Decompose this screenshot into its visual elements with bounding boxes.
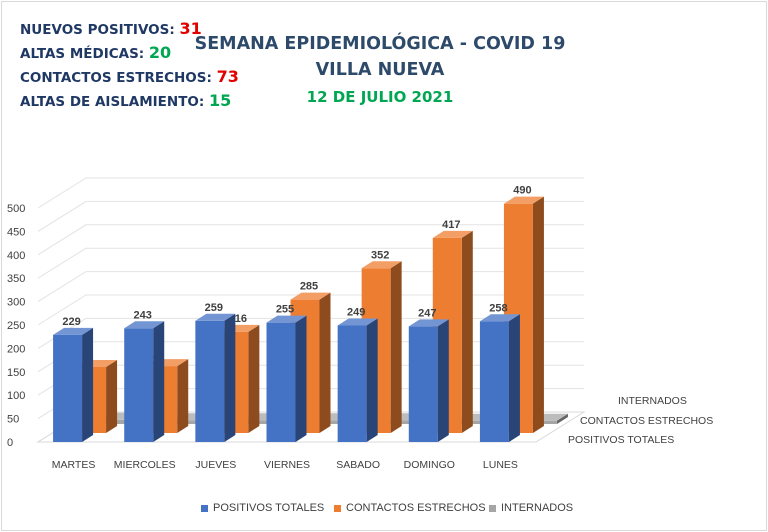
bar-positivos-totales [337, 318, 378, 442]
y-tick-label: 0 [7, 437, 13, 449]
bar-positivos-totales [195, 313, 236, 442]
bar-positivos-totales [124, 321, 165, 442]
y-tick-label: 200 [7, 343, 25, 355]
x-tick-label: DOMINGO [404, 459, 455, 471]
x-tick-label: MIERCOLES [114, 459, 176, 471]
data-label: 247 [418, 307, 436, 319]
x-tick-label: MARTES [52, 459, 96, 471]
legend-item-positivos: POSITIVOS TOTALES [201, 502, 324, 514]
bar-positivos-totales [408, 319, 449, 442]
x-tick-label: LUNES [483, 459, 518, 471]
y-tick-label: 500 [7, 203, 25, 215]
stat-altas-medicas: ALTAS MÉDICAS: 20 [20, 43, 171, 62]
legend-label: POSITIVOS TOTALES [213, 502, 325, 514]
data-label: 229 [62, 316, 80, 328]
bar-positivos-totales [479, 314, 520, 442]
stat-value: 15 [208, 91, 232, 110]
data-label: 258 [489, 302, 507, 314]
data-label: 490 [513, 185, 531, 197]
y-tick-label: 50 [7, 414, 19, 426]
data-label: 243 [134, 309, 152, 321]
legend-swatch [334, 504, 341, 512]
stat-value: 31 [179, 19, 202, 38]
x-tick-label: SABADO [336, 459, 380, 471]
chart-title-line-2: VILLA NUEVA [315, 60, 445, 80]
legend-label: INTERNADOS [501, 502, 574, 514]
stat-nuevos-positivos: NUEVOS POSITIVOS: 31 [20, 19, 202, 38]
gridline [37, 224, 584, 256]
x-tick-label: VIERNES [264, 459, 310, 471]
chart-date: 12 DE JULIO 2021 [306, 88, 454, 106]
y-tick-label: 400 [7, 250, 25, 262]
legend-swatch [201, 504, 208, 512]
y-tick-label: 150 [7, 367, 25, 379]
stat-value: 20 [148, 43, 172, 62]
stat-label: CONTACTOS ESTRECHOS: [20, 70, 212, 86]
data-label: 255 [276, 304, 294, 316]
data-label: 285 [300, 281, 318, 293]
depth-axis-label: CONTACTOS ESTRECHOS [580, 415, 713, 427]
legend-item-contactos: CONTACTOS ESTRECHOS [334, 502, 486, 514]
y-tick-label: 350 [7, 273, 25, 285]
bar-positivos-totales [266, 315, 307, 442]
legend-label: CONTACTOS ESTRECHOS [346, 502, 486, 514]
stat-altas-aislamiento: ALTAS DE AISLAMIENTO: 15 [20, 91, 231, 110]
gridline [37, 177, 584, 209]
data-label: 249 [347, 306, 365, 318]
stat-contactos-estrechos: CONTACTOS ESTRECHOS: 73 [20, 67, 239, 86]
y-tick-label: 300 [7, 297, 25, 309]
data-label: 352 [371, 249, 389, 261]
data-label: 417 [442, 219, 460, 231]
stat-label: ALTAS MÉDICAS: [20, 46, 145, 62]
depth-axis-label: POSITIVOS TOTALES [568, 434, 674, 446]
gridline [37, 247, 584, 279]
gridline [37, 271, 584, 303]
gridline [37, 200, 584, 232]
stat-label: NUEVOS POSITIVOS: [20, 22, 175, 38]
y-tick-label: 450 [7, 226, 25, 238]
depth-axis-label: INTERNADOS [618, 395, 687, 407]
x-tick-label: JUEVES [195, 459, 236, 471]
chart-title-line-1: SEMANA EPIDEMIOLÓGICA - COVID 19 [194, 34, 566, 54]
stat-label: ALTAS DE AISLAMIENTO: [20, 94, 205, 110]
gridline [37, 294, 584, 326]
y-tick-label: 250 [7, 320, 25, 332]
bar-positivos-totales [53, 327, 94, 442]
stat-value: 73 [216, 67, 239, 86]
legend-item-internados: INTERNADOS [489, 502, 573, 514]
legend-swatch [489, 504, 496, 512]
y-tick-label: 100 [7, 390, 25, 402]
data-label: 259 [205, 302, 223, 314]
